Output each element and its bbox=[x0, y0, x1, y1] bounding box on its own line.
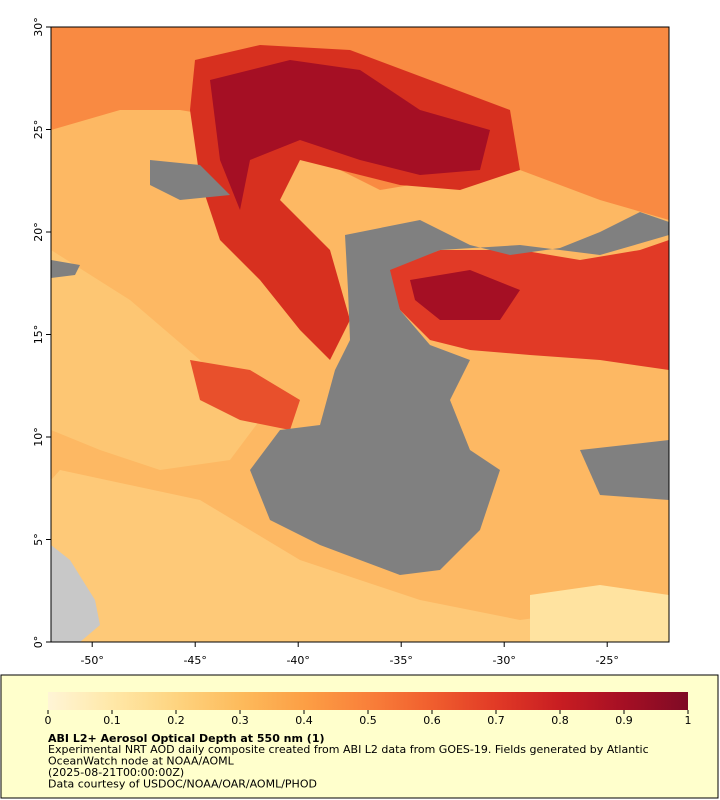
x-tick-label: -50° bbox=[80, 654, 103, 667]
colorbar-tick-label: 0.7 bbox=[487, 714, 505, 727]
colorbar bbox=[48, 692, 688, 710]
colorbar-tick-label: 0.5 bbox=[359, 714, 377, 727]
x-tick-label: -45° bbox=[183, 654, 206, 667]
x-tick-label: -25° bbox=[595, 654, 618, 667]
colorbar-tick-label: 0.3 bbox=[231, 714, 249, 727]
caption-title: ABI L2+ Aerosol Optical Depth at 550 nm … bbox=[48, 732, 325, 745]
colorbar-tick-label: 0.4 bbox=[295, 714, 313, 727]
colorbar-tick-label: 0 bbox=[45, 714, 52, 727]
colorbar-tick-label: 0.1 bbox=[103, 714, 121, 727]
x-tick-label: -40° bbox=[286, 654, 309, 667]
y-tick-label: 30° bbox=[32, 17, 45, 37]
colorbar-tick-label: 1 bbox=[685, 714, 692, 727]
colorbar-tick-label: 0.9 bbox=[615, 714, 633, 727]
map-raster bbox=[51, 27, 669, 642]
colorbar-tick-label: 0.8 bbox=[551, 714, 569, 727]
y-tick-label: 0° bbox=[32, 636, 45, 649]
y-tick-label: 25° bbox=[32, 120, 45, 140]
colorbar-tick-label: 0.2 bbox=[167, 714, 185, 727]
caption-line: OceanWatch node at NOAA/AOML bbox=[48, 755, 235, 768]
y-tick-label: 5° bbox=[32, 533, 45, 546]
x-tick-label: -35° bbox=[389, 654, 412, 667]
caption-line: Data courtesy of USDOC/NOAA/OAR/AOML/PHO… bbox=[48, 778, 317, 791]
y-tick-label: 15° bbox=[32, 325, 45, 345]
colorbar-tick-label: 0.6 bbox=[423, 714, 441, 727]
y-tick-label: 20° bbox=[32, 222, 45, 242]
x-tick-label: -30° bbox=[492, 654, 515, 667]
y-tick-label: 10° bbox=[32, 427, 45, 447]
caption-line: (2025-08-21T00:00:00Z) bbox=[48, 766, 184, 779]
caption-line: Experimental NRT AOD daily composite cre… bbox=[48, 743, 649, 756]
